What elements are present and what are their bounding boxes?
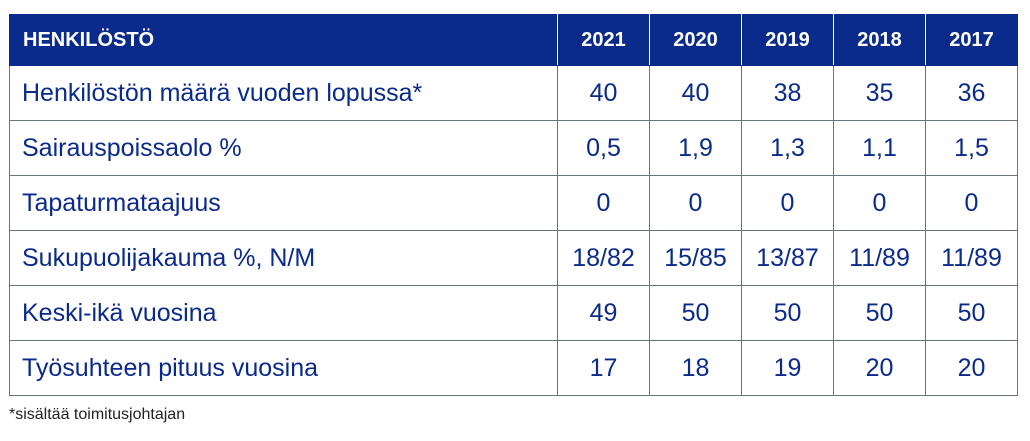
table-row: Sukupuolijakauma %, N/M 18/82 15/85 13/8… [9, 230, 1018, 286]
row-label: Sairauspoissaolo % [9, 120, 558, 176]
row-label: Työsuhteen pituus vuosina [9, 340, 558, 396]
year-header: 2017 [925, 14, 1018, 66]
table-cell: 49 [557, 285, 650, 341]
table-cell: 1,5 [925, 120, 1018, 176]
table-cell: 1,1 [833, 120, 926, 176]
footnote: *sisältää toimitusjohtajan [9, 406, 186, 423]
year-header: 2020 [649, 14, 742, 66]
table-cell: 13/87 [741, 230, 834, 286]
year-header: 2018 [833, 14, 926, 66]
table-cell: 35 [833, 65, 926, 121]
table-cell: 0 [557, 175, 650, 231]
table-cell: 0 [925, 175, 1018, 231]
table-cell: 19 [741, 340, 834, 396]
table-cell: 1,3 [741, 120, 834, 176]
table-cell: 18/82 [557, 230, 650, 286]
table-cell: 0 [833, 175, 926, 231]
table-cell: 50 [833, 285, 926, 341]
table-cell: 11/89 [833, 230, 926, 286]
table-title: HENKILÖSTÖ [9, 14, 558, 66]
table-cell: 50 [925, 285, 1018, 341]
table-cell: 40 [649, 65, 742, 121]
year-header: 2019 [741, 14, 834, 66]
header-row: HENKILÖSTÖ 2021 2020 2019 2018 2017 [9, 14, 1018, 66]
table-cell: 40 [557, 65, 650, 121]
table-cell: 1,9 [649, 120, 742, 176]
table-row: Keski-ikä vuosina 49 50 50 50 50 [9, 285, 1018, 341]
table-row: Sairauspoissaolo % 0,5 1,9 1,3 1,1 1,5 [9, 120, 1018, 176]
table-cell: 38 [741, 65, 834, 121]
table-row: Työsuhteen pituus vuosina 17 18 19 20 20 [9, 340, 1018, 396]
table-cell: 36 [925, 65, 1018, 121]
table-cell: 50 [649, 285, 742, 341]
table-cell: 20 [833, 340, 926, 396]
row-label: Tapaturmataajuus [9, 175, 558, 231]
table-cell: 17 [557, 340, 650, 396]
table-cell: 18 [649, 340, 742, 396]
table-cell: 15/85 [649, 230, 742, 286]
table-cell: 0,5 [557, 120, 650, 176]
year-header: 2021 [557, 14, 650, 66]
row-label: Keski-ikä vuosina [9, 285, 558, 341]
row-label: Sukupuolijakauma %, N/M [9, 230, 558, 286]
table-cell: 11/89 [925, 230, 1018, 286]
table-cell: 20 [925, 340, 1018, 396]
table-cell: 50 [741, 285, 834, 341]
table-cell: 0 [649, 175, 742, 231]
table-cell: 0 [741, 175, 834, 231]
table-row: Henkilöstön määrä vuoden lopussa* 40 40 … [9, 65, 1018, 121]
row-label: Henkilöstön määrä vuoden lopussa* [9, 65, 558, 121]
table-row: Tapaturmataajuus 0 0 0 0 0 [9, 175, 1018, 231]
personnel-table: HENKILÖSTÖ 2021 2020 2019 2018 2017 Henk… [9, 14, 1018, 396]
